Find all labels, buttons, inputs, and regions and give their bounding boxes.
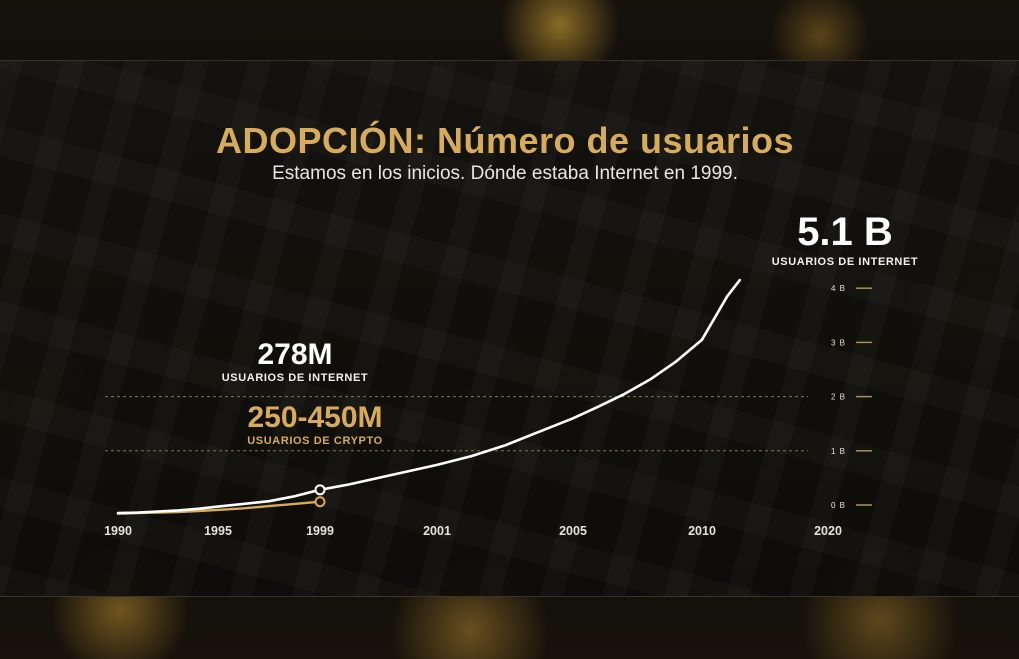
x-tick-label: 2005 (559, 524, 587, 538)
annotation-internet-1999: 278M USUARIOS DE INTERNET (200, 338, 390, 385)
x-tick-label: 1999 (306, 524, 334, 538)
x-tick-label: 1990 (104, 524, 132, 538)
annotation-internet-now: 5.1 B USUARIOS DE INTERNET (740, 212, 950, 268)
x-tick-label: 1995 (204, 524, 232, 538)
annotation-crypto: 250-450M USUARIOS DE CRYPTO (200, 401, 430, 448)
y-tick-label: 0 B (831, 501, 846, 510)
marker-internet (314, 484, 326, 496)
x-tick-label: 2010 (688, 524, 716, 538)
x-tick-label: 2001 (423, 524, 451, 538)
crypto-label: USUARIOS DE CRYPTO (247, 435, 383, 447)
y-tick-label: 3 B (831, 338, 846, 347)
slide-panel (0, 60, 1019, 597)
internet-now-value: 5.1 B (797, 210, 893, 254)
y-tick-label: 4 B (831, 284, 846, 293)
marker-crypto (314, 496, 326, 508)
series-lines (116, 278, 742, 515)
y-axis-ticks: 0 B 1 B 2 B 3 B 4 B (831, 284, 872, 510)
series-markers (314, 484, 326, 508)
x-axis-ticks: 1990 1995 1999 2001 2005 2010 2020 (104, 524, 842, 538)
internet-1999-value: 278M (257, 338, 333, 371)
internet-1999-label: USUARIOS DE INTERNET (221, 372, 369, 384)
series-line-internet (116, 278, 742, 515)
y-tick-label: 1 B (831, 447, 846, 456)
chart-subtitle: Estamos en los inicios. Dónde estaba Int… (272, 163, 738, 184)
x-tick-label: 2020 (814, 524, 842, 538)
crypto-value: 250-450M (247, 401, 383, 434)
chart-title: ADOPCIÓN: Número de usuarios (215, 120, 795, 161)
internet-now-label: USUARIOS DE INTERNET (771, 256, 919, 268)
y-tick-label: 2 B (831, 393, 846, 402)
